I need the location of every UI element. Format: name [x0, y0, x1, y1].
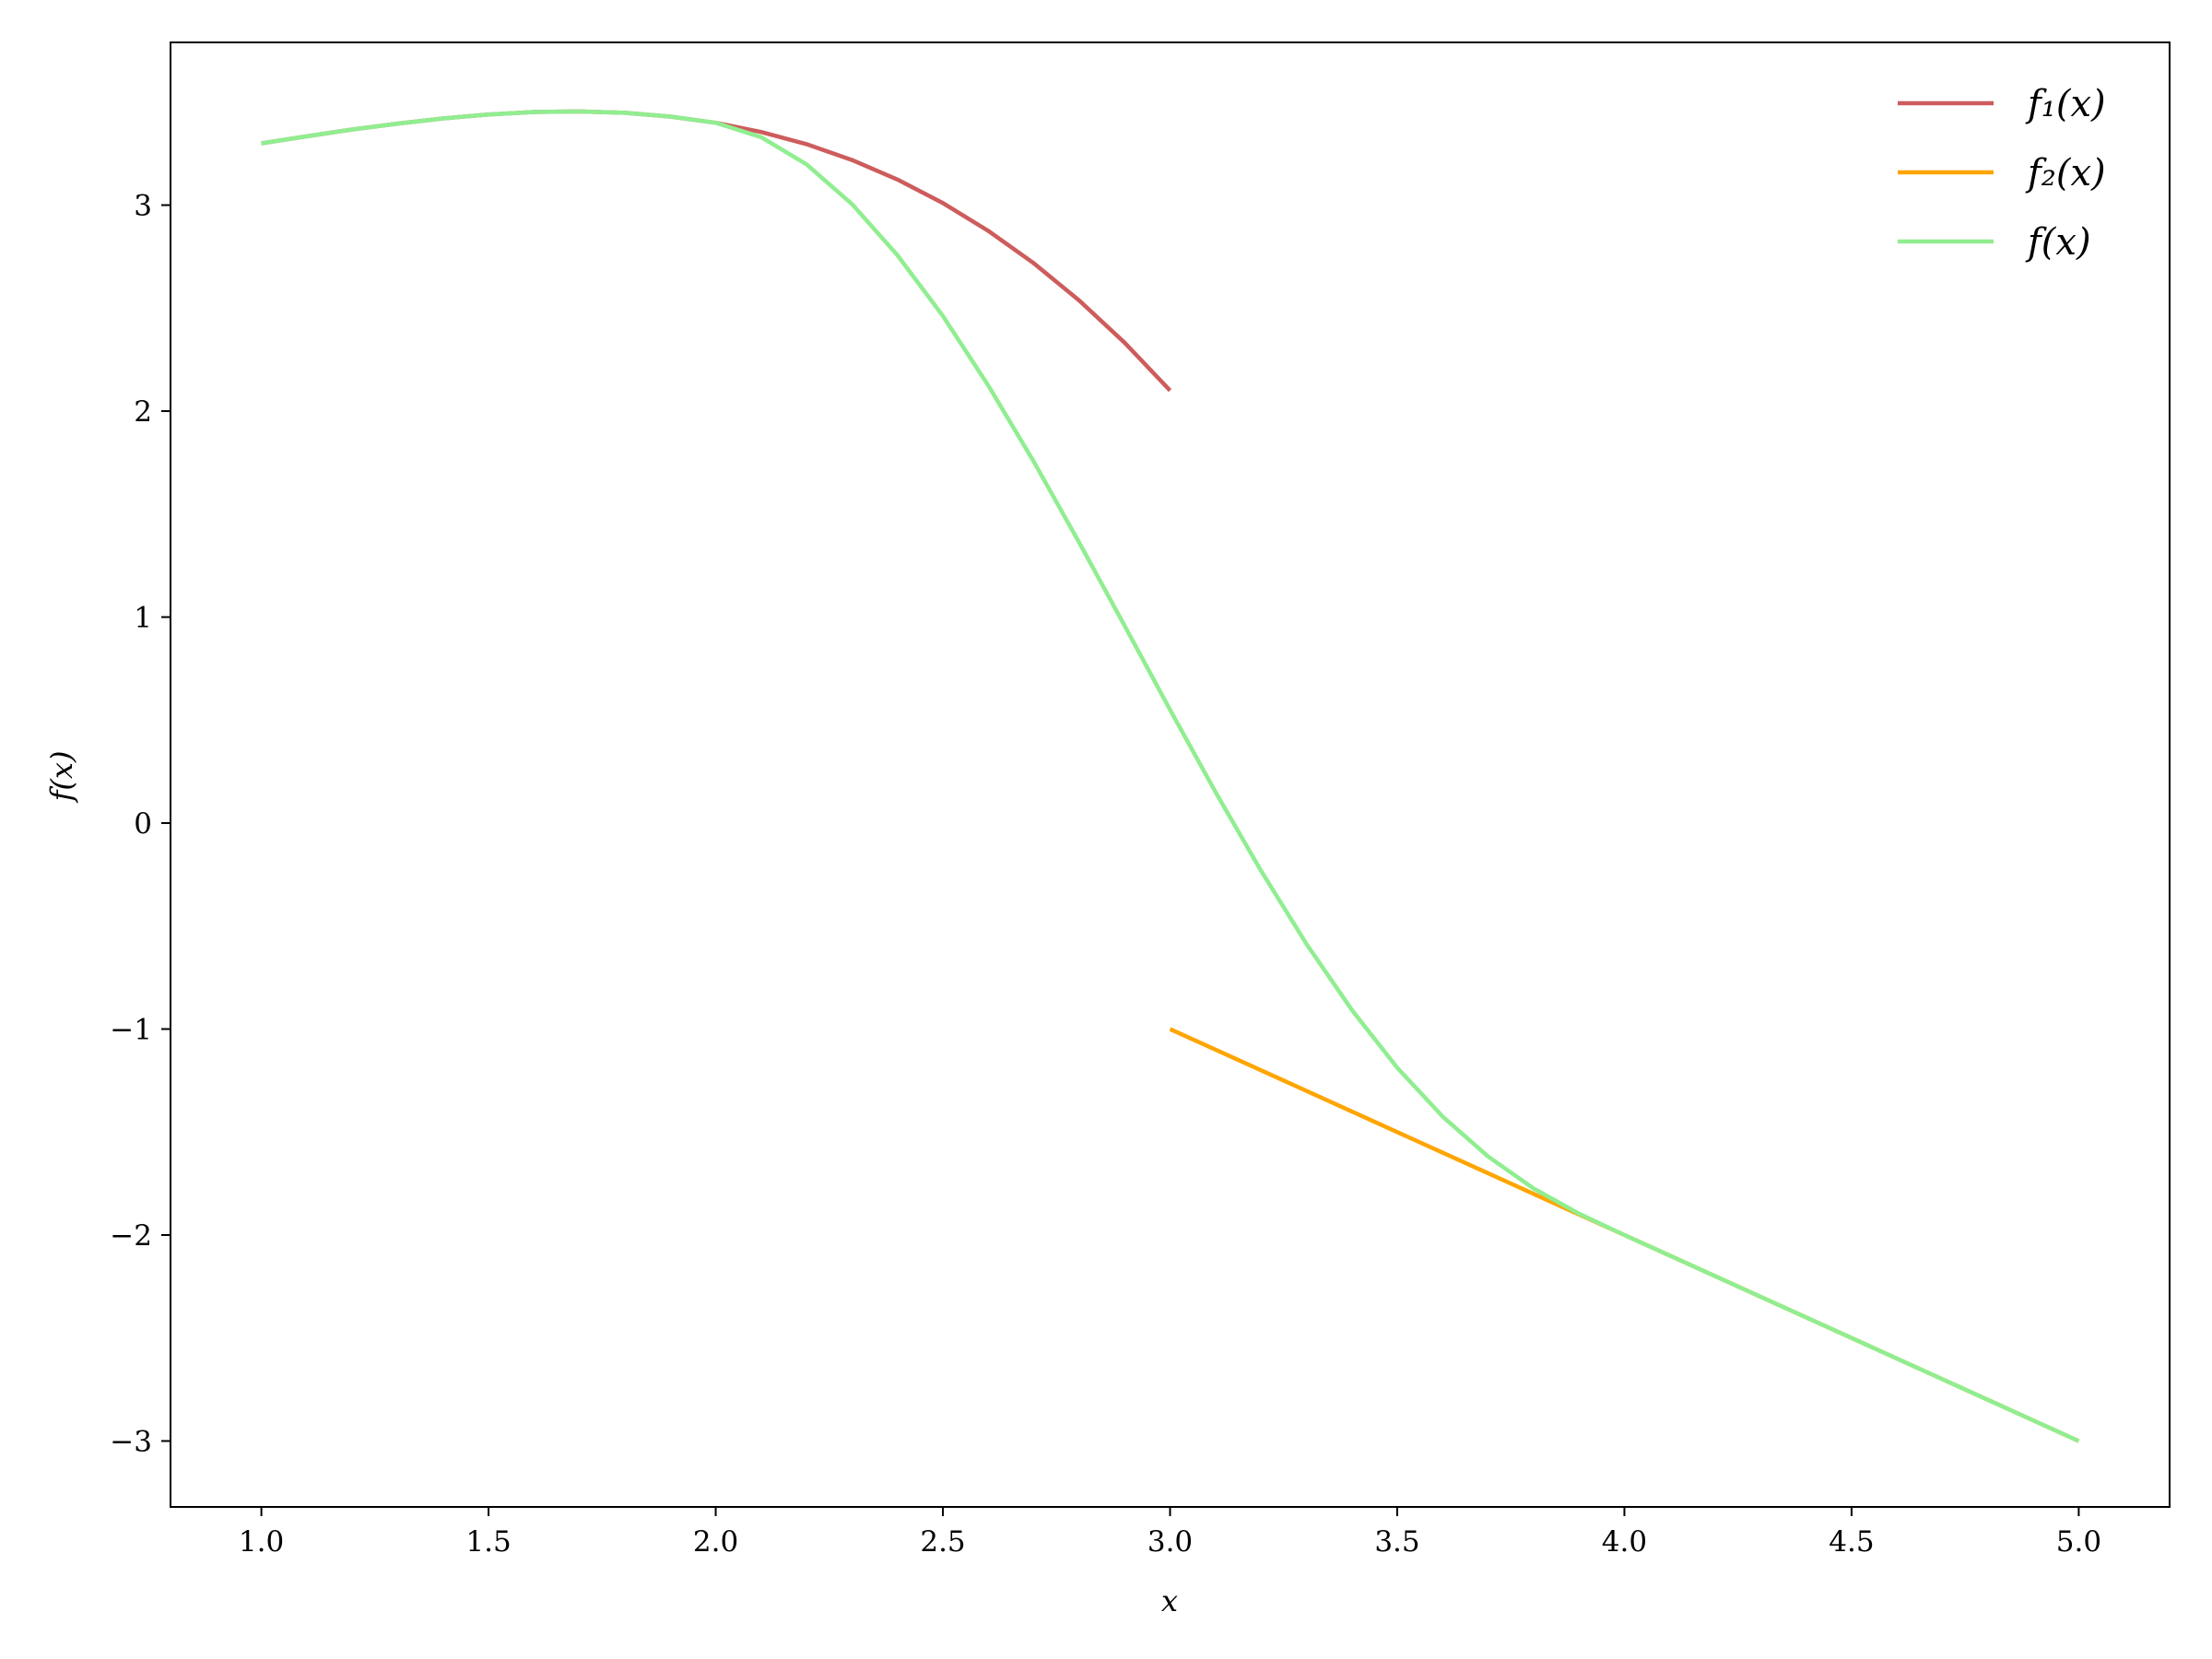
y-tick-label: 3 [134, 190, 152, 223]
legend: f₁(x) f₂(x) f(x) [1898, 83, 2106, 264]
y-tick-label: −2 [110, 1219, 152, 1253]
x-tick-label: 4.0 [1602, 1525, 1647, 1559]
y-tick-label: 2 [134, 395, 152, 429]
legend-label: f₂(x) [2025, 152, 2106, 194]
y-tick-label: 1 [134, 602, 152, 635]
x-tick-label: 1.5 [465, 1525, 511, 1559]
y-tick-label: −3 [110, 1425, 152, 1458]
axes-frame [170, 41, 2171, 1508]
y-tick-label: 0 [134, 807, 152, 841]
x-tick-label: 1.0 [239, 1525, 284, 1559]
y-axis-ticks: −3 −2 −1 0 1 2 3 [110, 190, 171, 1458]
x-tick-label: 4.5 [1829, 1525, 1874, 1559]
series-line-1 [261, 109, 1172, 393]
legend-label: f₁(x) [2025, 83, 2106, 125]
legend-label: f(x) [2025, 221, 2091, 264]
y-tick-label: −1 [110, 1014, 152, 1047]
x-tick-label: 3.5 [1374, 1525, 1419, 1559]
y-axis-label: f(x) [44, 751, 79, 804]
x-tick-label: 2.0 [693, 1525, 738, 1559]
series-lines [261, 109, 2080, 1443]
x-tick-label: 2.5 [920, 1525, 965, 1559]
x-tick-label: 5.0 [2056, 1525, 2101, 1559]
series-line-3 [261, 109, 2080, 1443]
x-tick-label: 3.0 [1147, 1525, 1193, 1559]
x-axis-label: x [1161, 1583, 1178, 1618]
x-axis-ticks: 1.0 1.5 2.0 2.5 3.0 3.5 4.0 4.5 5.0 [239, 1507, 2101, 1559]
